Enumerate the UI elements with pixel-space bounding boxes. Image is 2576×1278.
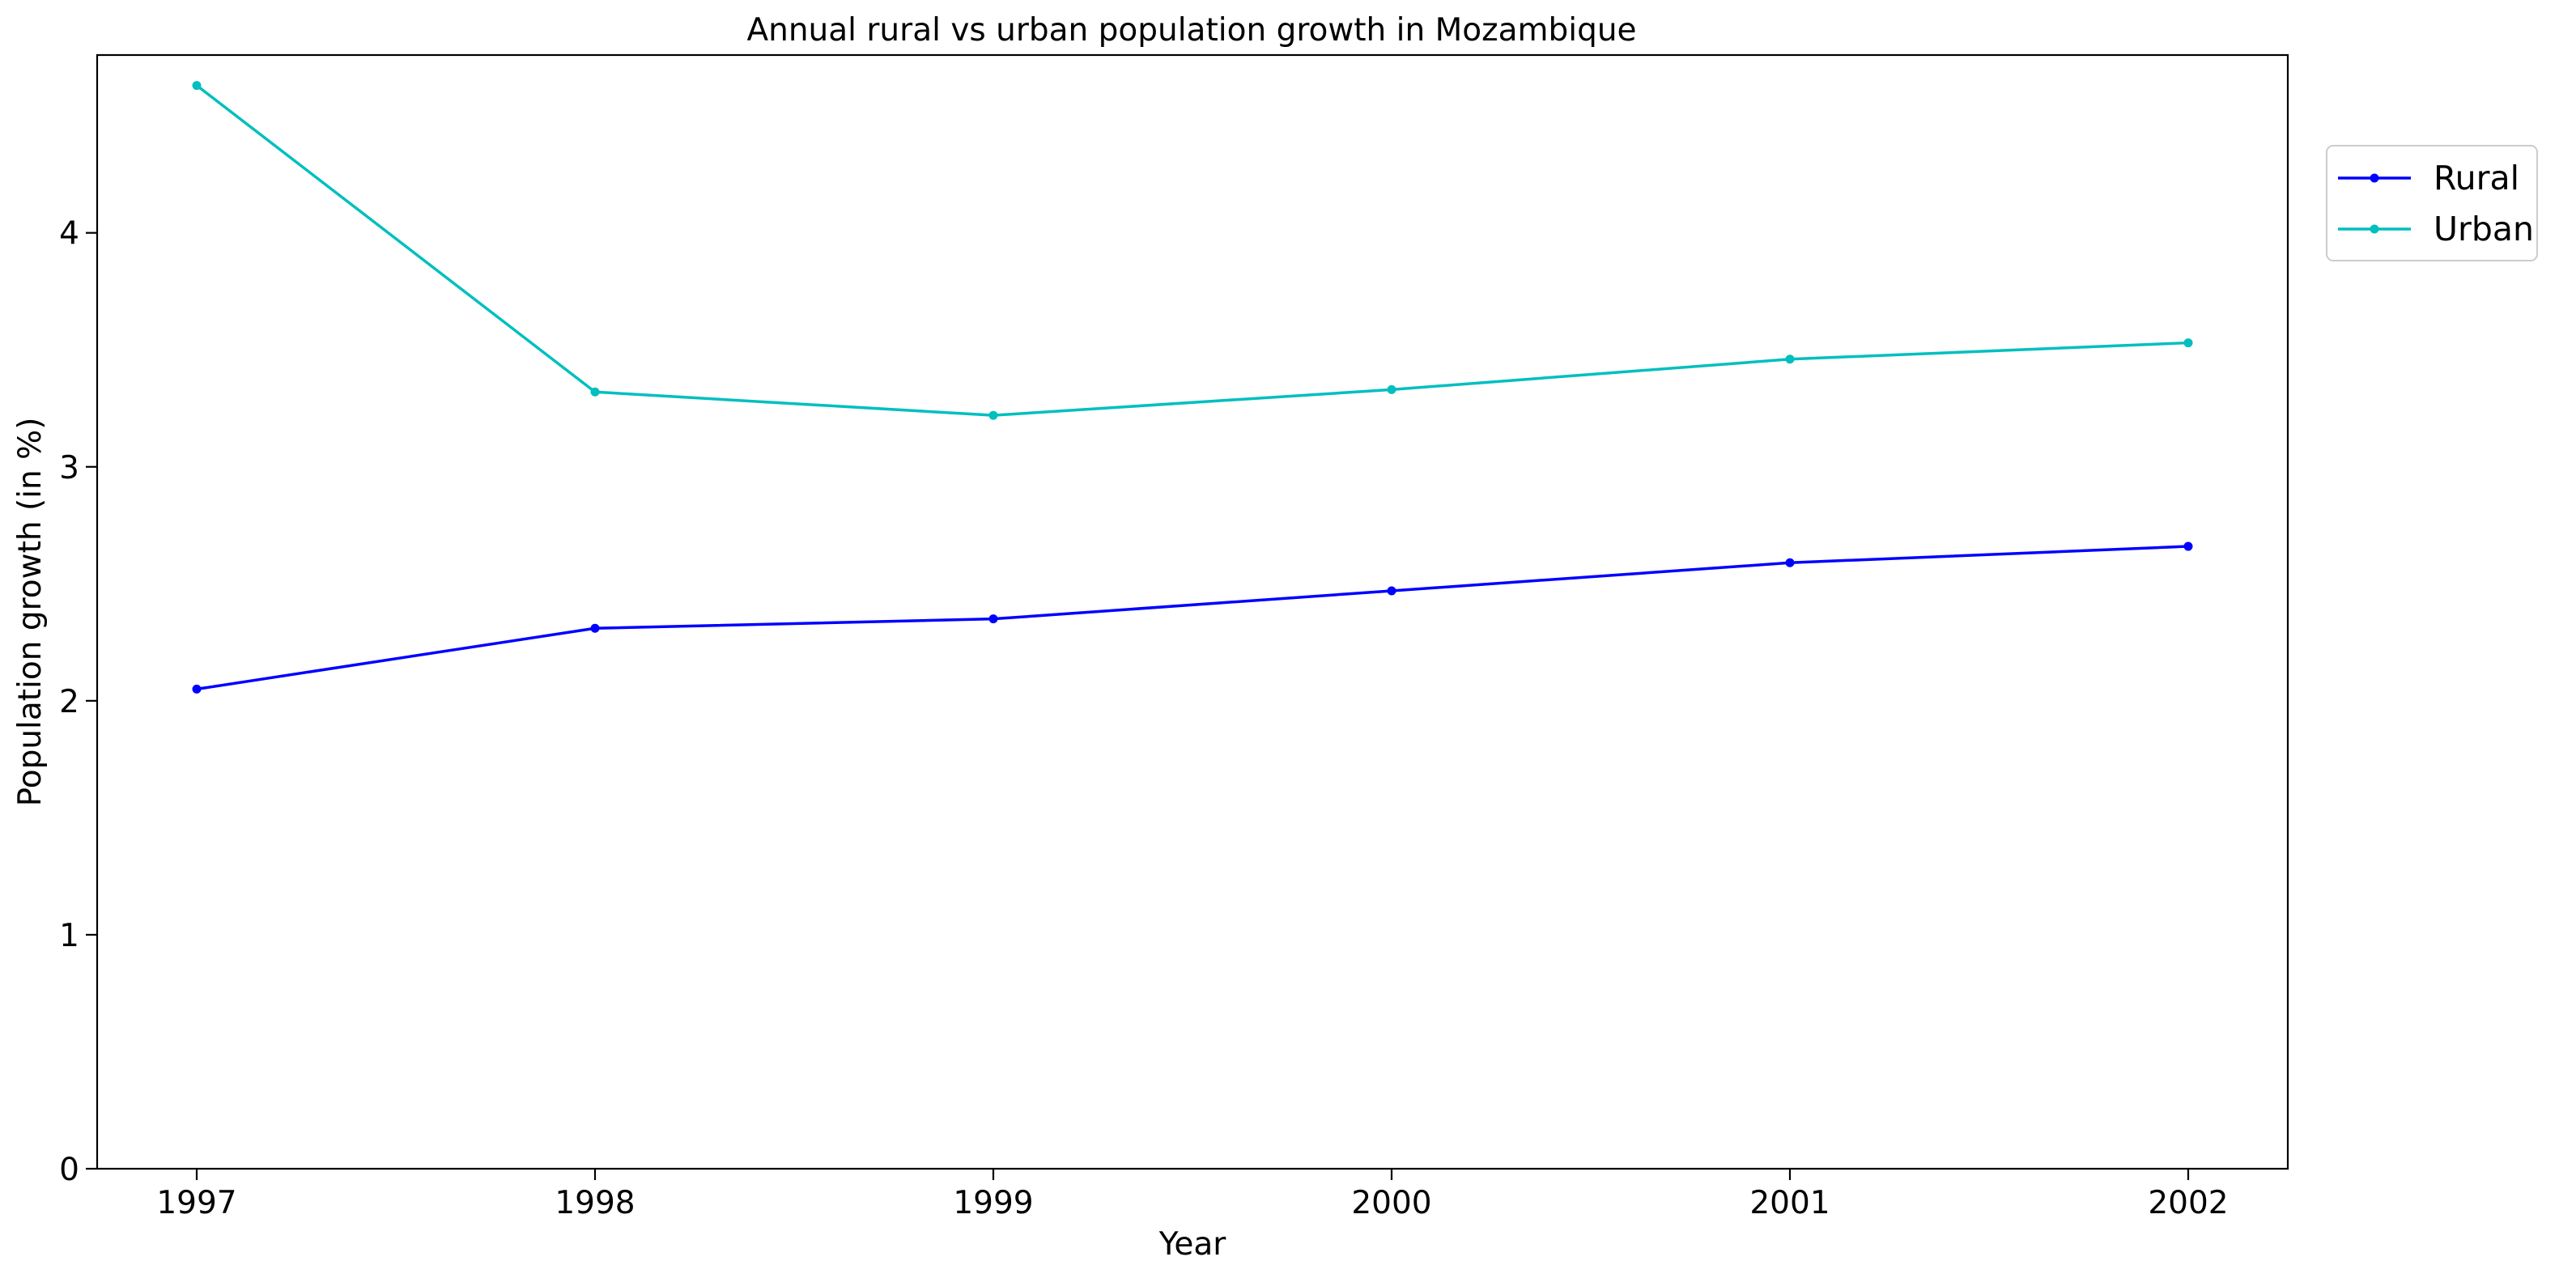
x-tick-label: 2002 xyxy=(2148,1185,2228,1221)
x-axis-ticks: 1997 1998 1999 2000 2001 2002 xyxy=(156,1169,2229,1221)
x-tick-label: 2001 xyxy=(1749,1185,1830,1221)
data-point-urban xyxy=(590,387,600,397)
plot-frame xyxy=(96,53,2289,1170)
legend-label-rural: Rural xyxy=(2434,159,2519,197)
x-tick-label: 1998 xyxy=(555,1185,635,1221)
x-tick-label: 1999 xyxy=(953,1185,1033,1221)
x-tick-label: 2000 xyxy=(1351,1185,1431,1221)
y-axis-ticks: 0 1 2 3 4 xyxy=(59,216,97,1188)
legend-marker-urban xyxy=(2370,224,2379,234)
y-tick-label: 1 xyxy=(59,918,79,954)
data-point-rural xyxy=(988,614,998,624)
legend: Rural Urban xyxy=(2326,145,2538,261)
legend-marker-rural xyxy=(2370,173,2379,183)
x-axis-label: Year xyxy=(1158,1226,1227,1263)
series-line-urban xyxy=(195,84,2189,417)
series-layer xyxy=(192,81,2193,694)
legend-frame xyxy=(2326,145,2538,261)
y-axis-label: Population growth (in %) xyxy=(12,418,49,807)
data-point-rural xyxy=(1785,558,1795,567)
y-tick-label: 0 xyxy=(59,1152,79,1188)
y-tick-label: 2 xyxy=(59,684,79,720)
y-tick-label: 3 xyxy=(59,450,79,486)
chart-title: Annual rural vs urban population growth … xyxy=(746,12,1636,49)
data-point-rural xyxy=(1387,586,1396,596)
data-point-urban xyxy=(988,410,998,420)
data-point-urban xyxy=(192,81,202,91)
plot-area xyxy=(96,53,2289,1170)
legend-label-urban: Urban xyxy=(2434,210,2534,248)
y-tick-label: 4 xyxy=(59,216,79,253)
data-point-urban xyxy=(1387,384,1396,394)
data-point-urban xyxy=(2183,338,2193,348)
series-line-rural xyxy=(196,545,2189,691)
data-point-rural xyxy=(590,623,600,633)
data-point-rural xyxy=(2183,541,2193,551)
data-point-rural xyxy=(192,684,202,694)
x-tick-label: 1997 xyxy=(156,1185,236,1221)
data-point-urban xyxy=(1785,355,1795,364)
